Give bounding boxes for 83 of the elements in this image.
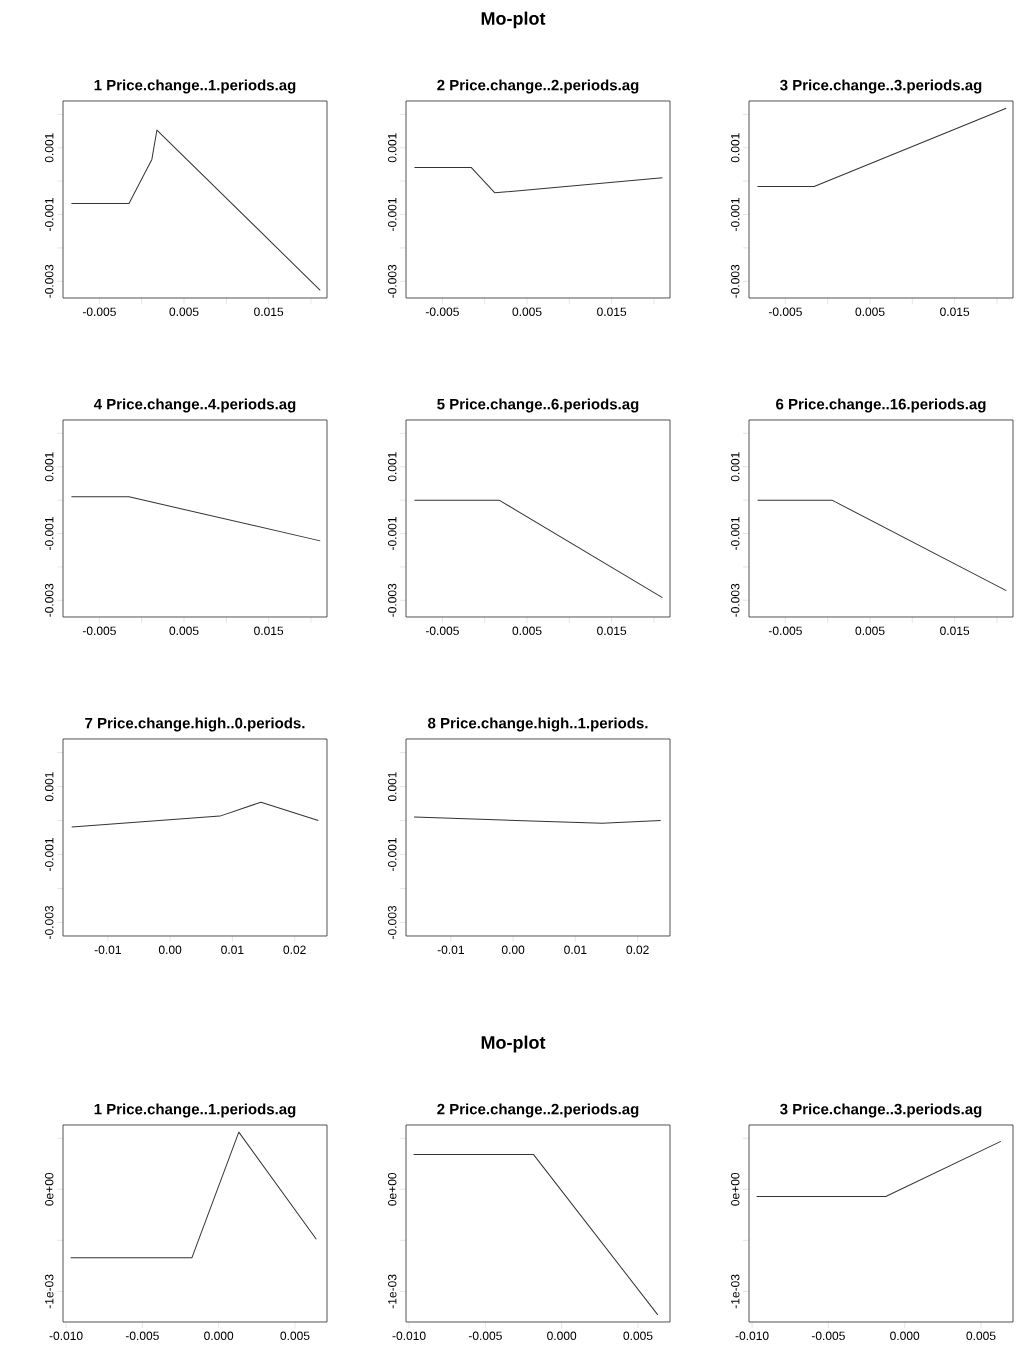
y-tick-label: -1e-03	[387, 1274, 397, 1309]
y-tick-label: -0.003	[387, 583, 397, 617]
y-tick-label: 0.001	[44, 452, 54, 482]
x-tick-label: -0.005	[425, 307, 459, 317]
y-tick-label: 0.001	[730, 452, 740, 482]
x-tick-label: 0.01	[221, 945, 244, 955]
y-tick-label: -1e-03	[730, 1274, 740, 1309]
text: Mo-plot	[481, 11, 546, 29]
chart-title: 2 Price.change..2.periods.ag	[437, 1103, 639, 1118]
x-tick-label: 0.005	[512, 626, 542, 636]
y-tick-label: -0.001	[387, 838, 397, 871]
x-tick-label: 0.005	[512, 307, 542, 317]
x-tick-label: 0.015	[940, 307, 970, 317]
x-tick-label: -0.005	[768, 307, 802, 317]
x-tick-label: -0.01	[437, 945, 464, 955]
x-tick-label: 0.015	[597, 626, 627, 636]
x-tick-label: 0.005	[966, 1331, 996, 1341]
y-tick-label: -0.001	[387, 517, 397, 550]
y-tick-label: -0.003	[44, 905, 54, 939]
chart-title: 4 Price.change..4.periods.ag	[93, 398, 296, 413]
y-tick-label: -0.001	[730, 198, 740, 231]
x-tick-label: 0.005	[169, 307, 199, 317]
x-tick-label: -0.005	[425, 626, 459, 636]
y-tick-label: -0.003	[44, 583, 54, 617]
x-tick-label: -0.010	[735, 1331, 769, 1341]
chart-title: 6 Price.change..16.periods.ag	[776, 398, 986, 413]
y-tick-label: -0.003	[730, 264, 740, 298]
y-tick-label: -0.003	[387, 905, 397, 939]
x-tick-label: 0.005	[169, 626, 199, 636]
x-tick-label: -0.005	[468, 1331, 502, 1341]
x-tick-label: -0.005	[125, 1331, 159, 1341]
line-series	[71, 801, 319, 828]
chart-title: 7 Price.change.high..0.periods.	[85, 717, 305, 732]
y-tick-label: -0.001	[44, 198, 54, 231]
x-tick-label: 0.000	[204, 1331, 234, 1341]
chart-title: 5 Price.change..6.periods.ag	[437, 398, 639, 413]
y-tick-label: 0.001	[44, 772, 54, 802]
y-tick-label: 0e+00	[730, 1172, 740, 1206]
x-tick-label: 0.000	[890, 1331, 920, 1341]
x-tick-label: 0.015	[597, 307, 627, 317]
y-tick-label: -0.001	[44, 517, 54, 550]
x-tick-label: 0.015	[940, 626, 970, 636]
y-tick-label: -0.003	[730, 583, 740, 617]
y-tick-label: 0e+00	[387, 1172, 397, 1206]
x-tick-label: -0.005	[82, 307, 116, 317]
x-tick-label: 0.005	[280, 1331, 310, 1341]
x-tick-label: -0.005	[768, 626, 802, 636]
y-tick-label: -1e-03	[44, 1274, 54, 1309]
text: Mo-plot	[481, 1035, 546, 1053]
x-tick-label: -0.010	[392, 1331, 426, 1341]
y-tick-label: 0.001	[730, 133, 740, 163]
x-tick-label: 0.01	[564, 945, 587, 955]
x-tick-label: 0.00	[158, 945, 182, 955]
y-tick-label: -0.001	[730, 517, 740, 550]
y-tick-label: -0.001	[44, 838, 54, 871]
x-tick-label: 0.005	[855, 307, 885, 317]
y-tick-label: -0.003	[387, 264, 397, 298]
y-tick-label: -0.003	[44, 264, 54, 298]
x-tick-label: 0.02	[283, 945, 306, 955]
line-series	[70, 129, 321, 291]
chart-title: 8 Price.change.high..1.periods.	[428, 717, 648, 732]
x-tick-label: 0.000	[547, 1331, 577, 1341]
y-tick-label: 0e+00	[44, 1172, 54, 1206]
x-tick-label: 0.02	[626, 945, 649, 955]
y-tick-label: -0.001	[387, 198, 397, 231]
chart-title: 3 Price.change..3.periods.ag	[780, 79, 982, 94]
y-tick-label: 0.001	[387, 772, 397, 802]
x-tick-label: 0.015	[254, 307, 284, 317]
chart-title: 2 Price.change..2.periods.ag	[437, 79, 639, 94]
x-tick-label: 0.005	[855, 626, 885, 636]
x-tick-label: -0.005	[811, 1331, 845, 1341]
x-tick-label: 0.00	[501, 945, 525, 955]
chart-title: 1 Price.change..1.periods.ag	[94, 79, 296, 94]
y-tick-label: 0.001	[387, 133, 397, 163]
x-tick-label: -0.005	[82, 626, 116, 636]
x-tick-label: -0.010	[49, 1331, 83, 1341]
chart-title: 1 Price.change..1.periods.ag	[94, 1103, 296, 1118]
x-tick-label: -0.01	[94, 945, 121, 955]
x-tick-label: 0.015	[254, 626, 284, 636]
x-tick-label: 0.005	[623, 1331, 653, 1341]
chart-title: 3 Price.change..3.periods.ag	[780, 1103, 982, 1118]
y-tick-label: 0.001	[44, 133, 54, 163]
y-tick-label: 0.001	[387, 452, 397, 482]
